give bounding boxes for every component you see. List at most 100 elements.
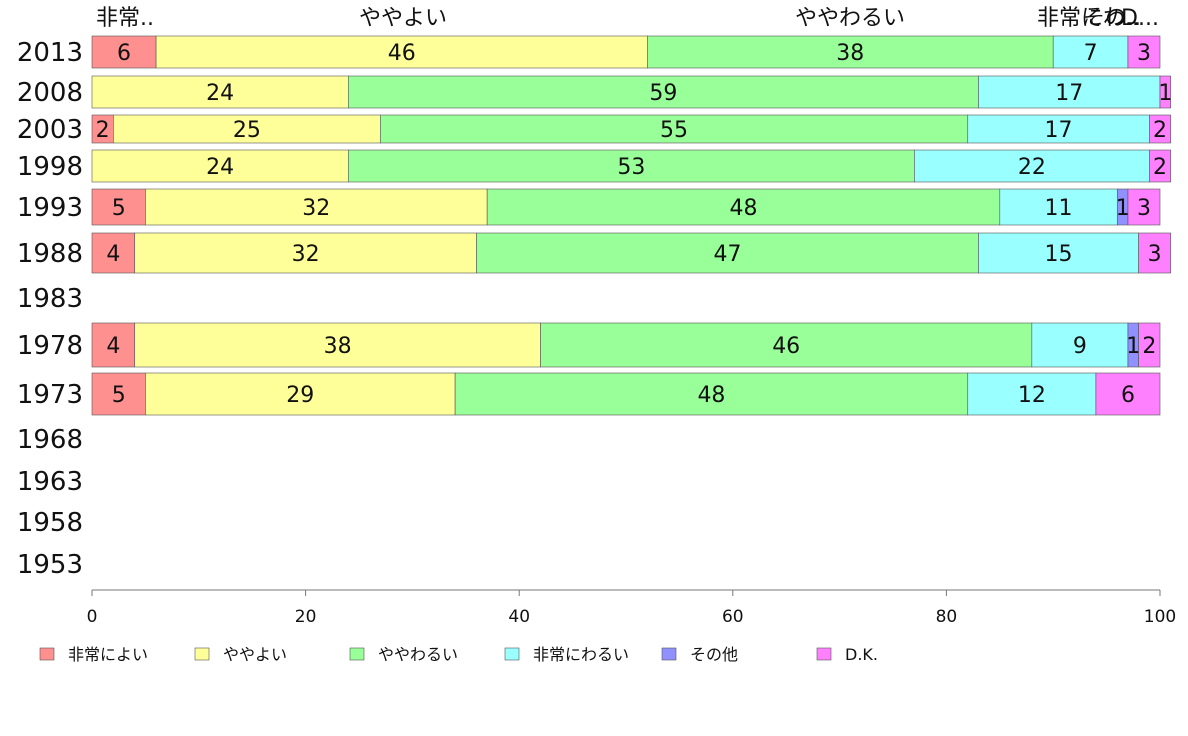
legend-swatch-2 xyxy=(349,647,365,661)
value-label-2003-series-1: 25 xyxy=(233,118,261,143)
value-label-1978-series-0: 4 xyxy=(106,334,120,359)
year-label-1993: 1993 xyxy=(17,193,83,223)
value-label-1998-series-2: 53 xyxy=(617,155,645,180)
year-label-1958: 1958 xyxy=(17,508,83,538)
value-label-1988-series-1: 32 xyxy=(292,242,320,267)
bar-2003-series-2 xyxy=(380,114,969,144)
value-label-1993-series-3: 11 xyxy=(1045,196,1073,221)
bar-1988-series-5 xyxy=(1138,232,1171,274)
value-label-2013-series-1: 46 xyxy=(388,41,416,66)
legend: 非常によい ややよい ややわるい 非常にわるい その他 D.K. xyxy=(39,645,878,664)
bar-1978-series-5 xyxy=(1138,322,1161,368)
x-tick-label-40: 40 xyxy=(508,607,530,627)
x-tick-label-60: 60 xyxy=(722,607,744,627)
value-label-1988-series-2: 47 xyxy=(713,242,741,267)
bar-2013-series-3 xyxy=(1052,35,1129,69)
year-label-1978: 1978 xyxy=(17,331,83,361)
bar-1998-series-1 xyxy=(91,149,349,183)
legend-label-0: 非常によい xyxy=(68,645,148,664)
value-label-1988-series-5: 3 xyxy=(1148,242,1162,267)
value-label-2013-series-3: 7 xyxy=(1084,41,1098,66)
value-label-1998-series-3: 22 xyxy=(1018,155,1046,180)
top-label-0: 非常.. xyxy=(96,6,154,31)
legend-swatch-3 xyxy=(504,647,520,661)
value-label-2008-series-2: 59 xyxy=(649,81,677,106)
x-tick-label-100: 100 xyxy=(1144,607,1176,627)
bar-1993-series-1 xyxy=(145,188,488,226)
bar-2003-series-5 xyxy=(1149,114,1171,144)
value-label-2008-series-5: 1 xyxy=(1158,81,1172,106)
bar-2013-series-0 xyxy=(91,35,157,69)
value-label-1973-series-3: 12 xyxy=(1018,383,1046,408)
bar-2008-series-1 xyxy=(91,75,349,109)
value-label-1993-series-2: 48 xyxy=(729,196,757,221)
value-label-2008-series-3: 17 xyxy=(1055,81,1083,106)
value-label-1978-series-1: 38 xyxy=(324,334,352,359)
value-label-2013-series-2: 38 xyxy=(836,41,864,66)
legend-swatch-5 xyxy=(816,647,832,661)
top-label-2: ややわるい xyxy=(795,6,905,31)
bar-1993-series-5 xyxy=(1127,188,1161,226)
bar-2013-series-2 xyxy=(647,35,1054,69)
bar-1993-series-0 xyxy=(91,188,146,226)
x-tick-label-20: 20 xyxy=(295,607,317,627)
year-label-2003: 2003 xyxy=(17,115,83,145)
value-label-2003-series-2: 55 xyxy=(660,118,688,143)
value-label-2008-series-1: 24 xyxy=(206,81,234,106)
top-category-labels: 非常.. ややよい ややわるい 非常にわ..その..D... xyxy=(96,6,1159,31)
bar-1993-series-3 xyxy=(999,188,1118,226)
legend-swatch-0 xyxy=(39,647,55,661)
bar-1988-series-3 xyxy=(978,232,1139,274)
value-label-1973-series-2: 48 xyxy=(697,383,725,408)
value-label-1973-series-5: 6 xyxy=(1121,383,1135,408)
year-label-1968: 1968 xyxy=(17,425,83,455)
bar-1973-series-2 xyxy=(454,372,969,416)
x-tick-label-80: 80 xyxy=(936,607,958,627)
top-label-4: その.. xyxy=(1083,6,1141,31)
x-axis: 0 20 40 60 80 100 xyxy=(87,589,1176,627)
value-label-1978-series-2: 46 xyxy=(772,334,800,359)
bar-1998-series-3 xyxy=(914,149,1150,183)
legend-label-2: ややわるい xyxy=(378,645,458,664)
bar-2013-series-5 xyxy=(1127,35,1161,69)
bar-1978-series-0 xyxy=(91,322,136,368)
top-label-1: ややよい xyxy=(359,6,447,31)
year-label-1983: 1983 xyxy=(17,284,83,314)
value-label-2013-series-0: 6 xyxy=(117,41,131,66)
value-label-1993-series-5: 3 xyxy=(1137,196,1151,221)
bar-2003-series-3 xyxy=(967,114,1150,144)
value-label-1993-series-1: 32 xyxy=(302,196,330,221)
bar-1993-series-2 xyxy=(486,188,1001,226)
value-label-1973-series-0: 5 xyxy=(112,383,126,408)
year-label-2008: 2008 xyxy=(17,78,83,108)
bar-1978-series-1 xyxy=(134,322,541,368)
value-label-1998-series-5: 2 xyxy=(1153,155,1167,180)
bar-1978-series-3 xyxy=(1031,322,1129,368)
bar-2008-series-5 xyxy=(1159,75,1171,109)
legend-label-5: D.K. xyxy=(845,645,878,664)
value-label-1988-series-3: 15 xyxy=(1045,242,1073,267)
value-label-2003-series-3: 17 xyxy=(1045,118,1073,143)
year-axis-labels: 2013 2008 2003 1998 1993 1988 1983 1978 1973 1968… xyxy=(17,38,83,580)
bar-1973-series-5 xyxy=(1095,372,1161,416)
value-label-2003-series-5: 2 xyxy=(1153,118,1167,143)
value-label-1978-series-4: 1 xyxy=(1126,334,1140,359)
top-label-5: D... xyxy=(1121,6,1159,31)
top-label-3: 非常にわ.. xyxy=(1037,6,1139,31)
bar-1978-series-2 xyxy=(540,322,1033,368)
year-label-1988: 1988 xyxy=(17,239,83,269)
value-label-1993-series-0: 5 xyxy=(112,196,126,221)
bar-2008-series-2 xyxy=(348,75,979,109)
legend-swatch-1 xyxy=(194,647,210,661)
value-label-2003-series-0: 2 xyxy=(96,118,110,143)
year-label-1953: 1953 xyxy=(17,550,83,580)
legend-label-1: ややよい xyxy=(223,645,287,664)
bar-1988-series-1 xyxy=(134,232,477,274)
value-label-2013-series-5: 3 xyxy=(1137,41,1151,66)
year-label-1963: 1963 xyxy=(17,467,83,497)
x-tick-label-0: 0 xyxy=(87,607,98,627)
value-label-1973-series-1: 29 xyxy=(286,383,314,408)
bar-1973-series-1 xyxy=(145,372,456,416)
value-label-1993-series-4: 1 xyxy=(1116,196,1130,221)
